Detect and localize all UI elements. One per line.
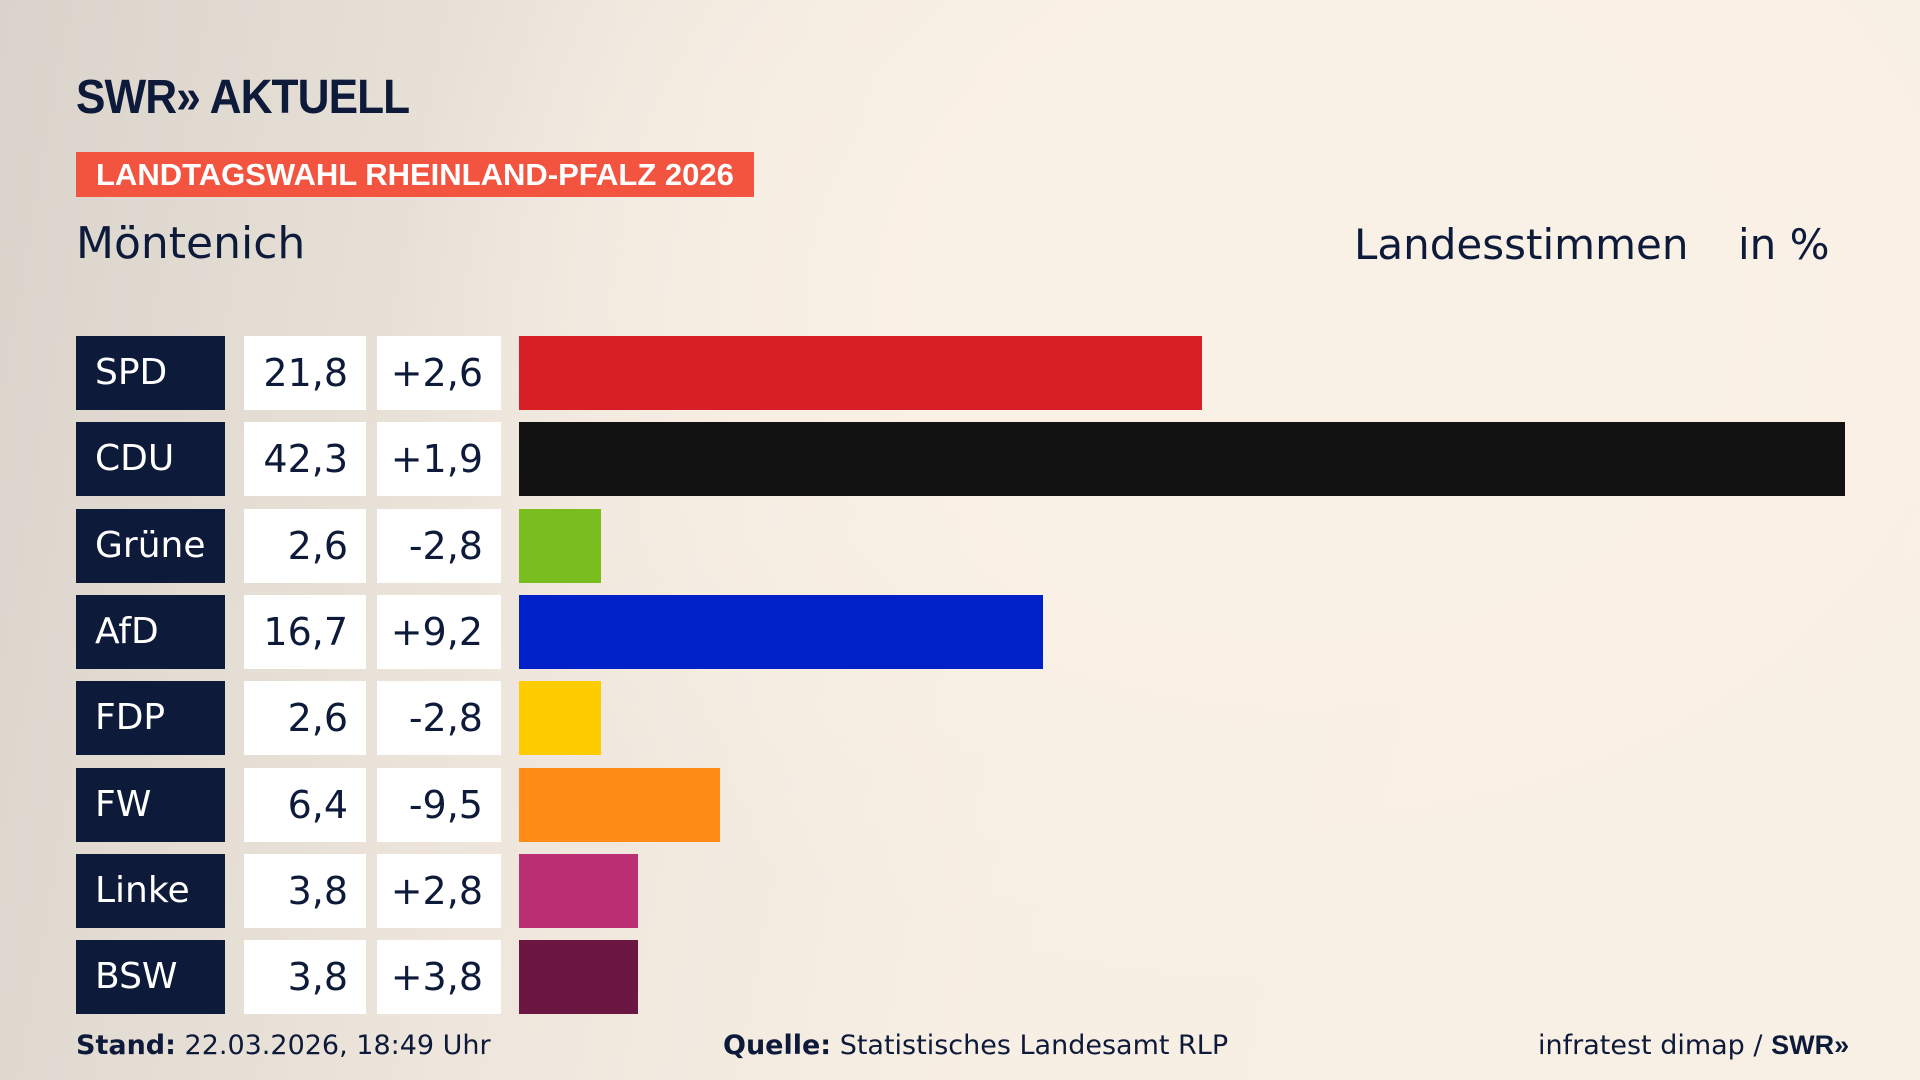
party-label: FDP bbox=[76, 681, 225, 756]
vote-share: 3,8 bbox=[244, 853, 366, 928]
party-label: BSW bbox=[76, 940, 225, 1015]
vote-share: 6,4 bbox=[244, 767, 366, 842]
source: Quelle: Statistisches Landesamt RLP bbox=[723, 1030, 1228, 1061]
result-row: FW 6,4 -9,5 bbox=[0, 767, 1920, 842]
bar-fw bbox=[519, 767, 720, 842]
credit: infratest dimap / SWR» bbox=[1538, 1030, 1849, 1061]
vote-share: 2,6 bbox=[244, 681, 366, 756]
stand-label: Stand: bbox=[76, 1030, 176, 1061]
vote-share: 21,8 bbox=[244, 336, 366, 410]
party-label: AfD bbox=[76, 594, 225, 669]
bar-spd bbox=[519, 336, 1203, 410]
party-label: FW bbox=[76, 767, 225, 842]
swr-aktuell-logo: SWR» AKTUELL bbox=[76, 71, 410, 124]
bar-linke bbox=[519, 853, 639, 928]
vote-share: 2,6 bbox=[244, 508, 366, 583]
party-label: Linke bbox=[76, 853, 225, 928]
vote-change: -2,8 bbox=[377, 508, 501, 583]
party-label: CDU bbox=[76, 422, 225, 497]
result-row: AfD 16,7 +9,2 bbox=[0, 594, 1920, 669]
measure-label: Landesstimmen bbox=[1354, 220, 1689, 269]
bar-fdp bbox=[519, 681, 601, 756]
vote-change: +1,9 bbox=[377, 422, 501, 497]
result-row: SPD 21,8 +2,6 bbox=[0, 336, 1920, 410]
bar-cdu bbox=[519, 422, 1845, 497]
bar-grüne bbox=[519, 508, 601, 583]
vote-change: +2,6 bbox=[377, 336, 501, 410]
source-label: Quelle: bbox=[723, 1030, 832, 1061]
timestamp: Stand: 22.03.2026, 18:49 Uhr bbox=[76, 1030, 491, 1061]
result-row: CDU 42,3 +1,9 bbox=[0, 422, 1920, 497]
swr-logo: SWR» bbox=[1771, 1030, 1850, 1060]
vote-change: -2,8 bbox=[377, 681, 501, 756]
source-value: Statistisches Landesamt RLP bbox=[839, 1030, 1229, 1061]
bar-bsw bbox=[519, 940, 639, 1015]
party-label: SPD bbox=[76, 336, 225, 410]
region-title: Möntenich bbox=[76, 218, 306, 269]
stand-value: 22.03.2026, 18:49 Uhr bbox=[184, 1030, 491, 1061]
result-row: Grüne 2,6 -2,8 bbox=[0, 508, 1920, 583]
result-row: FDP 2,6 -2,8 bbox=[0, 681, 1920, 756]
vote-change: +3,8 bbox=[377, 940, 501, 1015]
vote-share: 16,7 bbox=[244, 594, 366, 669]
vote-share: 3,8 bbox=[244, 940, 366, 1015]
vote-change: +9,2 bbox=[377, 594, 501, 669]
credit-text: infratest dimap / bbox=[1538, 1030, 1772, 1061]
bar-afd bbox=[519, 594, 1043, 669]
result-row: BSW 3,8 +3,8 bbox=[0, 940, 1920, 1015]
vote-change: -9,5 bbox=[377, 767, 501, 842]
vote-share: 42,3 bbox=[244, 422, 366, 497]
vote-change: +2,8 bbox=[377, 853, 501, 928]
party-label: Grüne bbox=[76, 508, 225, 583]
result-row: Linke 3,8 +2,8 bbox=[0, 853, 1920, 928]
election-banner: LANDTAGSWAHL RHEINLAND-PFALZ 2026 bbox=[76, 152, 754, 197]
unit-label: in % bbox=[1738, 220, 1830, 269]
